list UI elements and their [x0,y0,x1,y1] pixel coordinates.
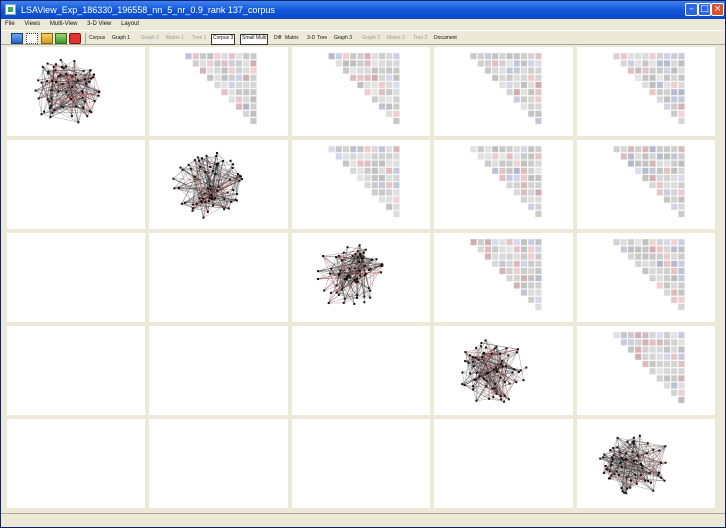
graph-nodes [316,244,384,305]
similarity-matrix [612,331,685,404]
graph-edges [599,435,666,494]
toolbar: Corpus Graph 1 Graph 2 Matrix 1 Tree 1 C… [1,30,725,45]
graph-nodes [172,151,244,219]
empty-cell-3-2 [149,233,292,326]
graph-edges [462,340,527,402]
maximize-button[interactable]: □ [698,3,711,16]
similarity-matrix [612,238,685,311]
matrix-cell-2-4[interactable] [434,140,577,233]
tab-small-multi[interactable]: Small Multi [240,34,269,45]
similarity-matrix [327,52,400,125]
network-graph [172,151,244,219]
tab-diff[interactable]: Diff [274,35,282,41]
tab-graph-1[interactable]: Graph 1 [112,35,131,41]
tab-matrix-2[interactable]: Matrix 2 [387,35,405,41]
empty-cell-5-4 [434,419,577,512]
similarity-matrix [612,52,685,125]
tab-matrix-1[interactable]: Matrix 1 [166,35,184,41]
graph-nodes [461,339,528,403]
empty-cell-4-3 [291,326,435,419]
minimize-button[interactable]: – [685,3,698,16]
close-button[interactable]: × [711,3,724,16]
graph-nodes [34,59,101,124]
similarity-matrix [470,52,543,125]
graph-edges [173,152,243,218]
menu-bar: File Views Multi-View 3-D View Layout [1,19,725,30]
network-graph [598,434,667,495]
menu-file[interactable]: File [5,21,15,27]
empty-cell-5-2 [149,419,292,512]
open-folder-icon[interactable] [11,33,23,44]
similarity-matrix [612,145,685,218]
similarity-matrix [470,145,543,218]
menu-multi-view[interactable]: Multi-View [49,21,78,27]
tab-document[interactable]: Document [434,35,457,41]
graph-cell-1[interactable] [7,47,150,140]
graph-cell-2[interactable] [149,140,292,233]
empty-cell-3-1 [7,233,150,326]
graph-cell-3[interactable] [291,233,435,326]
graph-cell-5[interactable] [576,419,719,512]
empty-cell-4-2 [149,326,292,419]
empty-cell-5-1 [7,419,150,512]
save-icon[interactable] [55,33,67,44]
small-multiples-grid [7,47,719,512]
matrix-cell-1-3[interactable] [291,47,435,140]
graph-nodes [598,434,667,495]
network-graph [34,59,101,124]
matrix-cell-3-4[interactable] [434,233,577,326]
tab-graph-3[interactable]: Graph 3 [334,35,353,41]
grid-select-icon[interactable] [26,33,38,44]
tab-tree[interactable]: Tree [317,35,328,41]
network-graph [461,339,528,403]
menu-3d-view[interactable]: 3-D View [87,21,112,27]
similarity-matrix [185,52,258,125]
menu-views[interactable]: Views [24,21,41,27]
tab-corpus-3[interactable]: Corpus 3 [211,34,236,45]
empty-cell-2-1 [7,140,150,233]
tab-graph-2b[interactable]: Graph 2 [362,35,381,41]
empty-cell-4-1 [7,326,150,419]
matrix-cell-1-4[interactable] [434,47,577,140]
matrix-cell-3-5[interactable] [576,233,719,326]
matrix-cell-2-5[interactable] [576,140,719,233]
graph-cell-4[interactable] [434,326,577,419]
matrix-cell-1-2[interactable] [149,47,292,140]
matrix-cell-2-3[interactable] [291,140,435,233]
empty-cell-5-3 [291,419,435,512]
status-bar [1,513,725,527]
window-title: LSAView_Exp_186330_196558_nn_5_nr_0.9_ra… [21,5,275,15]
graph-edges [35,59,100,123]
title-bar[interactable]: LSAView_Exp_186330_196558_nn_5_nr_0.9_ra… [1,1,725,19]
tab-tree-2[interactable]: Tree 2 [413,35,428,41]
tab-graph-2[interactable]: Graph 2 [141,35,160,41]
menu-layout[interactable]: Layout [121,21,140,27]
tab-matrix[interactable]: Matrix [285,35,299,41]
stop-icon[interactable] [69,33,81,44]
app-icon [5,4,16,15]
matrix-cell-4-5[interactable] [576,326,719,419]
matrix-cell-1-5[interactable] [576,47,719,140]
similarity-matrix [470,238,543,311]
tab-3d[interactable]: 3-D [307,35,316,41]
folder-up-icon[interactable] [41,33,53,44]
network-graph [316,244,384,305]
tab-corpus[interactable]: Corpus [89,35,106,41]
similarity-matrix [327,145,400,218]
tab-tree-1[interactable]: Tree 1 [192,35,207,41]
